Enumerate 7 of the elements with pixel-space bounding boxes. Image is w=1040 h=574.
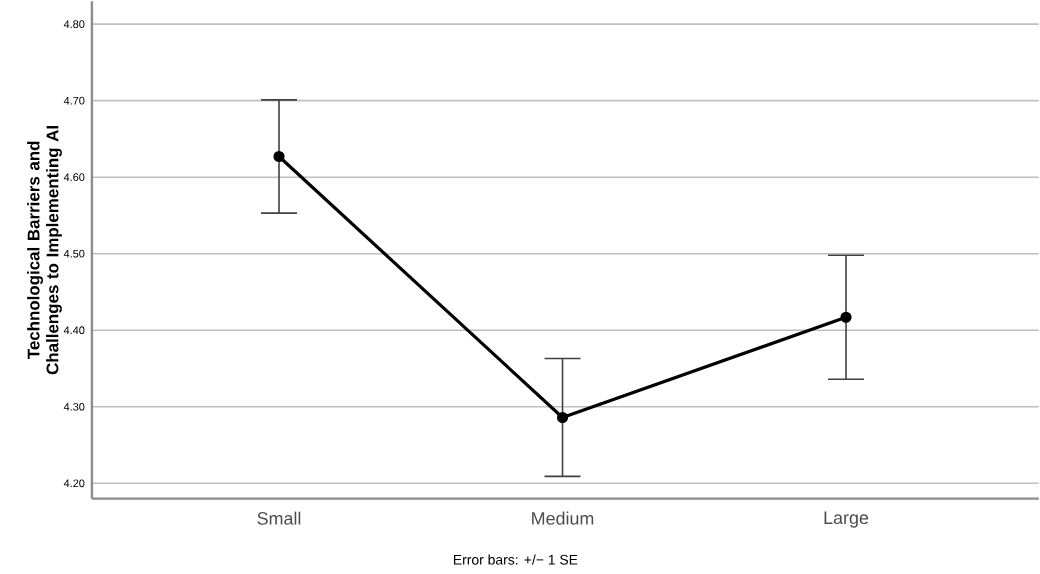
point <box>273 150 285 162</box>
x-tick-label: Medium <box>532 511 594 525</box>
point <box>556 411 569 423</box>
x-tick-label: Large <box>824 511 869 528</box>
x-tick-label: Small <box>257 511 301 525</box>
point <box>840 311 852 323</box>
y-axis-title: Technological Barriers and Challenges to Implementing AI <box>27 125 62 374</box>
